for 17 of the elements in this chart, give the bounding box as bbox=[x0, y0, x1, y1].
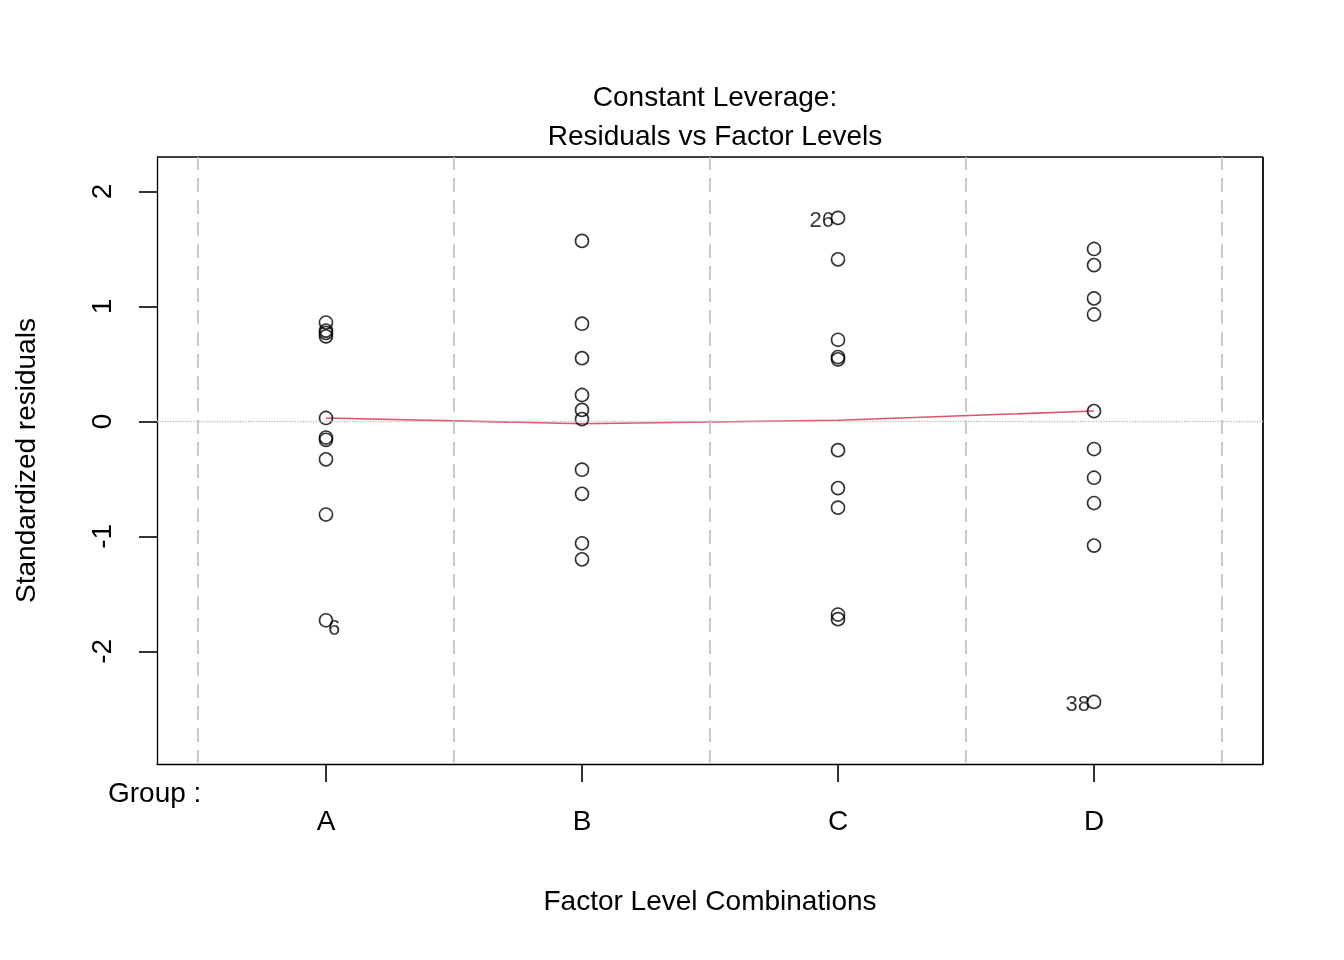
y-tick-label: -2 bbox=[85, 638, 117, 664]
x-axis-title: Factor Level Combinations bbox=[543, 884, 877, 916]
y-tick-label: 2 bbox=[85, 183, 117, 200]
annotation: 26 bbox=[809, 207, 835, 233]
y-tick-label: 1 bbox=[85, 298, 117, 315]
x-tick-label: B bbox=[572, 804, 592, 836]
chart-title: Constant Leverage: Residuals vs Factor Levels bbox=[547, 81, 883, 151]
y-axis-title: Standardized residuals bbox=[9, 318, 41, 603]
annotation: 38 bbox=[1065, 691, 1091, 717]
y-tick-label: 0 bbox=[85, 413, 117, 430]
line-series bbox=[325, 410, 1095, 425]
annotation: 6 bbox=[327, 614, 341, 640]
y-tick-label: -1 bbox=[85, 523, 117, 549]
x-tick-label: D bbox=[1083, 804, 1105, 836]
text: Group : bbox=[108, 776, 202, 808]
x-tick-label: A bbox=[316, 804, 336, 836]
x-tick-label: C bbox=[827, 804, 849, 836]
